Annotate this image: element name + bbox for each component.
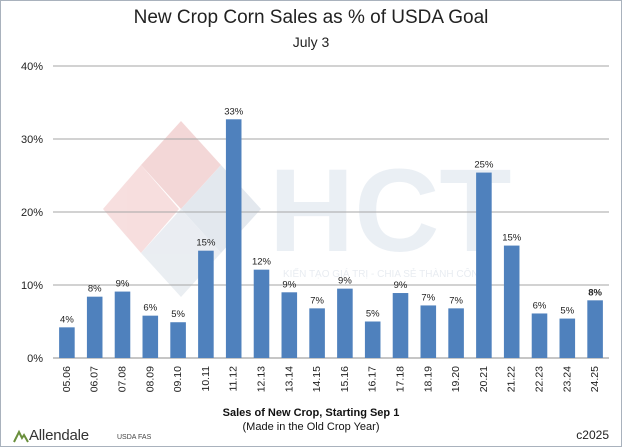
- allendale-logo-icon: [13, 429, 29, 442]
- x-tick-label: 09.10: [172, 366, 184, 392]
- x-axis-subtitle: (Made in the Old Crop Year): [242, 421, 380, 433]
- allendale-logo-text: Allendale: [29, 427, 89, 444]
- bar-18.19: [420, 305, 437, 358]
- bar-22.23: [531, 313, 548, 358]
- y-tick-label: 10%: [21, 280, 43, 292]
- x-tick-label: 05.06: [61, 366, 73, 392]
- data-label: 8%: [588, 287, 602, 298]
- x-tick-label: 06.07: [89, 366, 101, 392]
- bar-17.18: [392, 293, 409, 358]
- data-label: 5%: [171, 309, 185, 320]
- x-tick-label: 22.23: [534, 366, 546, 392]
- x-tick-label: 11.12: [228, 366, 240, 392]
- watermark-text: HCT: [269, 145, 512, 277]
- data-label: 25%: [474, 160, 494, 171]
- data-label: 9%: [116, 279, 130, 290]
- x-tick-label: 14.15: [311, 366, 323, 392]
- x-tick-label: 13.14: [283, 366, 295, 392]
- watermark-tagline: KIẾN TẠO GIÁ TRỊ - CHIA SẺ THÀNH CÔNG: [283, 267, 487, 280]
- watermark-logo: HCT KIẾN TẠO GIÁ TRỊ - CHIA SẺ THÀNH CÔN…: [103, 121, 512, 297]
- x-tick-label: 15.16: [339, 366, 351, 392]
- x-tick-label: 08.09: [144, 366, 156, 392]
- bar-24.25: [587, 300, 603, 358]
- x-tick-label: 20.21: [478, 366, 490, 392]
- x-tick-label: 19.20: [450, 366, 462, 392]
- bar-14.15: [309, 308, 325, 358]
- y-tick-label: 20%: [21, 207, 43, 219]
- bar-20.21: [476, 172, 492, 358]
- x-axis-title: Sales of New Crop, Starting Sep 1: [222, 407, 400, 419]
- data-label: 5%: [560, 306, 574, 317]
- data-label: 6%: [533, 300, 547, 311]
- bar-15.16: [337, 288, 353, 358]
- data-label: 9%: [338, 276, 352, 287]
- bar-19.20: [448, 308, 464, 358]
- bar-09.10: [170, 322, 186, 358]
- x-tick-label: 23.24: [561, 366, 573, 392]
- data-label: 33%: [224, 106, 244, 117]
- x-tick-label: 21.22: [506, 366, 518, 392]
- watermark-diamond-left: [103, 165, 179, 253]
- x-tick-label: 24.25: [589, 366, 601, 392]
- bar-10.11: [198, 250, 214, 358]
- chart-title: New Crop Corn Sales as % of USDA Goal: [133, 7, 489, 28]
- x-tick-label: 10.11: [200, 366, 212, 392]
- bar-05.06: [59, 327, 75, 358]
- x-tick-label: 18.19: [422, 366, 434, 392]
- allendale-logo: Allendale: [13, 427, 89, 444]
- x-tick-label: 17.18: [395, 366, 407, 392]
- bar-23.24: [559, 318, 576, 358]
- data-label: 5%: [366, 309, 380, 320]
- bar-11.12: [225, 119, 242, 358]
- x-tick-label: 12.13: [256, 366, 268, 392]
- y-tick-label: 0%: [27, 353, 43, 365]
- bar-07.08: [114, 291, 131, 358]
- data-label: 7%: [310, 295, 324, 306]
- y-tick-label: 30%: [21, 134, 43, 146]
- copyright: c2025: [576, 428, 609, 442]
- bar-08.09: [142, 315, 159, 358]
- x-tick-label: 16.17: [367, 366, 379, 392]
- data-label: 7%: [449, 295, 463, 306]
- data-label: 9%: [394, 280, 408, 291]
- bar-21.22: [503, 245, 520, 358]
- chart-subtitle: July 3: [292, 34, 330, 50]
- x-tick-label: 07.08: [117, 366, 129, 392]
- data-label: 15%: [502, 233, 522, 244]
- bar-06.07: [86, 296, 103, 358]
- data-label: 9%: [282, 279, 296, 290]
- data-label: 8%: [88, 284, 102, 295]
- data-label: 12%: [252, 257, 272, 268]
- data-label: 15%: [196, 238, 216, 249]
- bar-12.13: [253, 269, 270, 358]
- source-note: USDA FAS: [117, 434, 152, 441]
- bar-16.17: [364, 321, 381, 358]
- data-label: 4%: [60, 314, 74, 325]
- data-label: 6%: [143, 303, 157, 314]
- bar-13.14: [281, 292, 298, 358]
- data-label: 7%: [421, 292, 435, 303]
- y-tick-label: 40%: [21, 61, 43, 73]
